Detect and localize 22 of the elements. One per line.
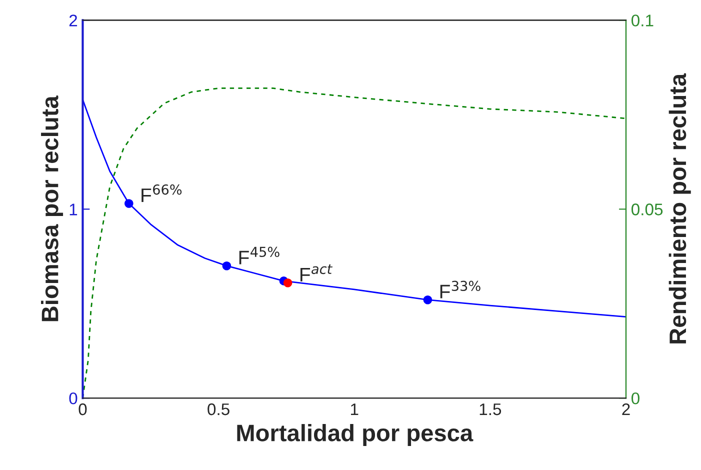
annotation: F$^{act}$: [300, 264, 333, 282]
y-tick-label: 1: [70, 204, 78, 216]
x-tick-label: 2: [622, 403, 630, 416]
point: [222, 261, 232, 270]
y-tick-label: 2: [69, 14, 78, 26]
annotation: F$^{66%}$: [142, 184, 182, 202]
annotation: F$^{45%}$: [239, 246, 280, 264]
y-tick-label: 0: [69, 392, 78, 404]
y2-tick-label: 0: [632, 392, 640, 404]
y2-axis-title: Rendimiento por recluta: [668, 73, 691, 344]
point: [283, 278, 292, 288]
x-tick-label: 1.5: [480, 404, 502, 416]
x-tick-label: 0: [78, 403, 87, 416]
y-axis-title: Biomasa por recluta: [41, 95, 64, 322]
y2-tick-label: 0.1: [632, 14, 654, 26]
point: [124, 199, 134, 208]
x-tick-label: 0.5: [208, 403, 230, 416]
point: [423, 295, 432, 304]
x-axis-title: Mortalidad por pesca: [237, 424, 474, 446]
x-tick-label: 1: [350, 404, 358, 416]
annotation: F$^{33%}$: [440, 280, 480, 298]
y2-tick-label: 0.05: [632, 204, 663, 216]
